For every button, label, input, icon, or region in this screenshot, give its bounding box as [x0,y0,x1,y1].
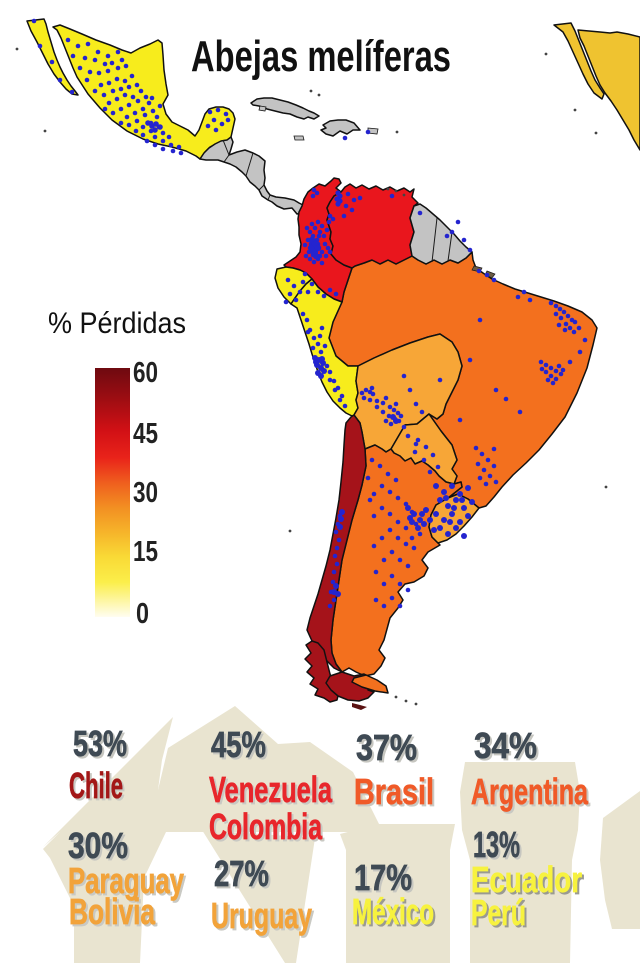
svg-text:45%: 45% [213,726,268,767]
svg-text:17%: 17% [356,859,414,900]
svg-text:Colombia: Colombia [209,806,323,847]
svg-text:45%: 45% [211,724,266,765]
svg-text:13%: 13% [475,826,522,867]
svg-text:Colombia: Colombia [211,808,325,849]
svg-text:Ecuador: Ecuador [471,859,582,900]
svg-text:30: 30 [133,477,158,509]
svg-text:Brasil: Brasil [356,773,436,814]
svg-text:Uruguay: Uruguay [211,895,312,936]
svg-text:Paraguay: Paraguay [70,862,186,903]
svg-text:Argentina: Argentina [473,773,591,814]
svg-text:30%: 30% [68,825,128,866]
svg-text:Bolivia: Bolivia [69,891,156,932]
svg-text:34%: 34% [474,725,537,766]
svg-text:37%: 37% [358,729,419,770]
svg-text:27%: 27% [214,853,269,894]
svg-text:0: 0 [136,598,149,630]
svg-text:27%: 27% [216,855,271,896]
svg-text:53%: 53% [75,725,129,766]
svg-text:Perú: Perú [473,894,528,935]
svg-text:53%: 53% [73,723,127,764]
svg-text:Uruguay: Uruguay [213,897,314,938]
svg-text:Venezuela: Venezuela [209,769,333,810]
svg-text:Argentina: Argentina [471,771,589,812]
svg-text:% Pérdidas: % Pérdidas [48,307,186,340]
svg-text:Chile: Chile [71,767,125,808]
svg-text:60: 60 [133,357,158,389]
svg-text:45: 45 [133,418,158,450]
svg-text:37%: 37% [356,727,417,768]
svg-text:Venezuela: Venezuela [211,771,335,812]
svg-text:30%: 30% [70,827,130,868]
svg-text:13%: 13% [473,824,520,865]
svg-text:34%: 34% [476,727,539,768]
svg-text:Brasil: Brasil [354,771,434,812]
svg-text:Perú: Perú [471,892,526,933]
svg-text:Ecuador: Ecuador [473,861,584,902]
svg-text:Chile: Chile [69,765,123,806]
svg-text:Bolivia: Bolivia [71,893,158,934]
svg-text:15: 15 [133,536,158,568]
svg-text:Abejas melíferas: Abejas melíferas [191,32,451,81]
svg-text:México: México [354,893,436,934]
svg-text:México: México [352,891,434,932]
svg-text:17%: 17% [354,857,412,898]
svg-text:Paraguay: Paraguay [68,860,184,901]
